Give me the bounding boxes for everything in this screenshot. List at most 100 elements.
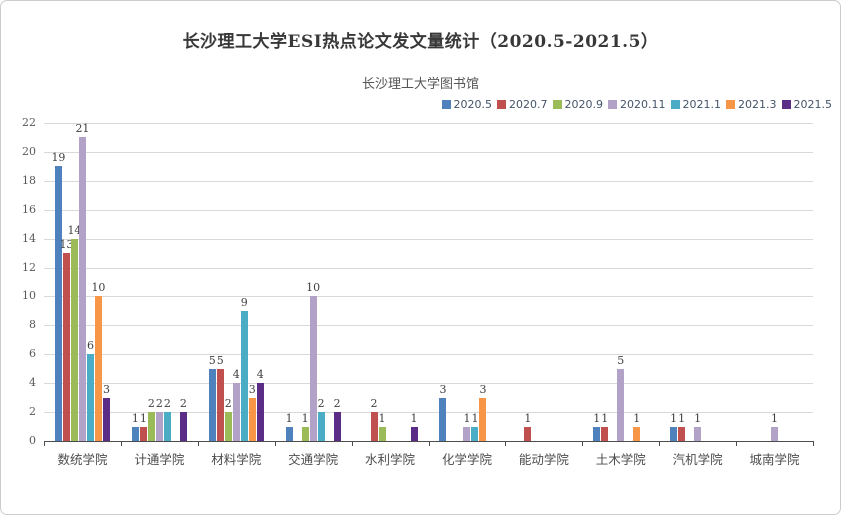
bar-2020.5-数统学院: [54, 166, 62, 441]
bar-2020.5-土木学院: [593, 426, 601, 441]
gridline-y12: [44, 267, 813, 269]
bar-value-label: 2: [163, 397, 171, 411]
y-axis-tick-label: 22: [22, 116, 36, 129]
category-group-城南学院: 1 城南学院: [736, 123, 813, 467]
y-axis-tick-label: 0: [29, 434, 36, 447]
x-axis-tick: [274, 441, 276, 446]
bar-2021.5-交通学院: [333, 412, 341, 441]
bar-value-label: 1: [285, 411, 293, 425]
legend-swatch-icon: [670, 100, 680, 109]
gridline-y14: [44, 238, 813, 240]
bar-2020.11-城南学院: [771, 426, 779, 441]
plot-area: 0 2 4 6 8 10 12 14 16 18 20 22 19 13 14 21 6 10 3 数统学院 1 1 2 2 2…: [22, 116, 814, 467]
bar-value-label: 3: [102, 382, 110, 396]
bar-value-label: 19: [51, 151, 66, 165]
bar-value-label: 3: [248, 382, 256, 396]
bar-2020.11-土木学院: [617, 368, 625, 441]
bar-value-label: 2: [317, 397, 325, 411]
y-axis-tick-label: 16: [22, 202, 36, 216]
x-axis-category-label: 材料学院: [211, 452, 262, 467]
gridline-y20: [44, 151, 813, 153]
category-group-计通学院: 1 1 2 2 2 2 计通学院: [121, 123, 198, 467]
bar-2021.1-材料学院: [240, 310, 248, 441]
chart-subtitle: 长沙理工大学图书馆: [361, 77, 479, 92]
bar-value-label: 1: [524, 411, 532, 425]
bar-2020.5-材料学院: [208, 368, 216, 441]
bar-value-label: 14: [67, 223, 82, 237]
bar-value-label: 3: [439, 382, 447, 396]
bar-2021.1-交通学院: [317, 412, 325, 441]
x-axis-category-label: 能动学院: [518, 452, 569, 467]
bar-value-label: 5: [216, 353, 224, 367]
bar-value-label: 10: [306, 281, 321, 295]
bar-2020.7-能动学院: [524, 426, 532, 441]
bar-value-label: 1: [471, 411, 479, 425]
bar-2021.1-化学学院: [471, 426, 479, 441]
gridline-y16: [44, 209, 813, 211]
category-group-化学学院: 3 1 1 3 化学学院: [429, 123, 506, 467]
bar-2020.5-汽机学院: [670, 426, 678, 441]
y-axis-tick-label: 6: [29, 347, 36, 361]
legend-label: 2020.5: [453, 98, 493, 111]
bar-value-label: 2: [155, 397, 163, 411]
category-group-水利学院: 2 1 1 水利学院: [352, 123, 429, 467]
bar-value-label: 1: [463, 411, 471, 425]
legend-label: 2020.7: [509, 98, 548, 111]
gridline-y22: [44, 123, 813, 124]
bar-2021.5-计通学院: [179, 412, 187, 441]
gridline-y2: [44, 412, 813, 414]
x-axis-category-label: 汽机学院: [672, 452, 723, 467]
bar-2020.9-计通学院: [147, 412, 155, 441]
legend-item-2021.3: 2021.3: [726, 98, 777, 111]
x-axis-tick: [197, 441, 199, 446]
bar-value-label: 9: [240, 295, 248, 309]
bar-2020.7-土木学院: [601, 426, 609, 441]
legend-swatch-icon: [497, 100, 506, 109]
legend-swatch-icon: [608, 100, 617, 109]
x-axis-category-label: 交通学院: [288, 452, 339, 467]
y-axis-tick-label: 4: [29, 376, 36, 390]
bar-value-label: 13: [59, 238, 74, 252]
bar-value-label: 2: [224, 397, 232, 411]
x-axis-tick: [659, 441, 661, 446]
y-axis-tick-label: 20: [22, 144, 36, 158]
bar-2020.5-交通学院: [285, 426, 293, 441]
chart-title: 长沙理工大学ESI热点论文发文量统计（2020.5-2021.5）: [182, 32, 659, 52]
bar-value-label: 5: [617, 353, 625, 367]
bar-2020.11-计通学院: [155, 412, 163, 441]
bar-value-label: 4: [256, 368, 264, 382]
bar-value-label: 1: [301, 411, 309, 425]
gridline-y8: [44, 325, 813, 327]
bar-2020.11-数统学院: [78, 137, 86, 441]
x-axis-tick: [582, 441, 584, 446]
legend-item-2020.5: 2020.5: [441, 98, 493, 111]
bar-value-label: 3: [479, 382, 487, 396]
bar-2021.3-材料学院: [248, 397, 256, 441]
legend-label: 2021.3: [738, 98, 777, 111]
x-axis-category-label: 土木学院: [595, 452, 646, 467]
bar-2020.9-材料学院: [224, 412, 232, 441]
legend-label: 2021.1: [682, 98, 722, 111]
bar-2020.5-计通学院: [131, 426, 139, 441]
y-axis-tick-label: 2: [29, 405, 36, 419]
bar-value-label: 1: [678, 411, 686, 425]
bar-2021.3-化学学院: [479, 397, 487, 441]
bar-2020.11-交通学院: [309, 296, 317, 441]
gridline-y6: [44, 354, 813, 356]
category-group-土木学院: 1 1 5 1 土木学院: [582, 123, 659, 467]
legend: 2020.5 2020.7 2020.9 2020.11 2021.1 2021.3 202…: [437, 98, 832, 111]
bar-value-label: 1: [771, 411, 779, 425]
legend-label: 2020.9: [564, 98, 604, 111]
bar-2020.11-化学学院: [463, 426, 471, 441]
bar-value-label: 1: [633, 411, 641, 425]
x-axis-category-label: 城南学院: [749, 452, 800, 467]
x-axis-category-label: 水利学院: [365, 452, 416, 467]
legend-item-2021.1: 2021.1: [670, 98, 722, 111]
x-axis-tick: [736, 441, 738, 446]
category-group-汽机学院: 1 1 1 汽机学院: [659, 123, 736, 467]
bar-2020.7-汽机学院: [678, 426, 686, 441]
bar-value-label: 1: [593, 411, 601, 425]
legend-item-2021.5: 2021.5: [781, 98, 832, 111]
bar-2020.9-交通学院: [301, 426, 309, 441]
bar-2020.9-水利学院: [378, 426, 386, 441]
